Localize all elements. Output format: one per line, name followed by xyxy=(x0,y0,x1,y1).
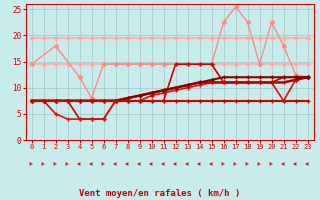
Text: Vent moyen/en rafales ( km/h ): Vent moyen/en rafales ( km/h ) xyxy=(79,189,241,198)
